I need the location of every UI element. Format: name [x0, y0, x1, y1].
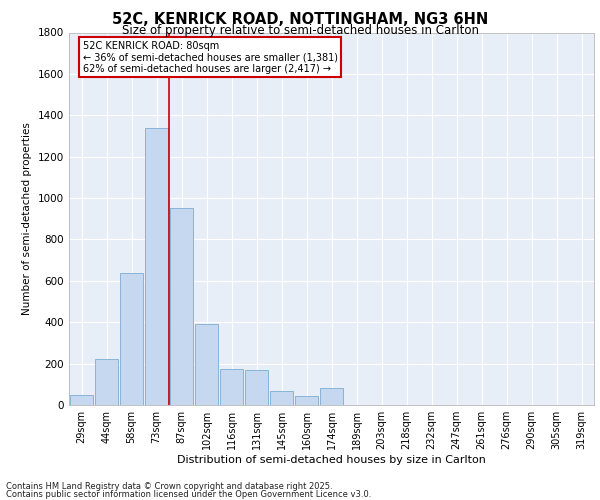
Bar: [170, 208, 193, 405]
Bar: [95, 360, 118, 405]
Y-axis label: Number of semi-detached properties: Number of semi-detached properties: [22, 122, 32, 315]
Bar: [120, 272, 143, 405]
Bar: [70, 394, 93, 405]
Bar: [295, 396, 318, 405]
Bar: [320, 388, 343, 405]
Bar: [220, 369, 243, 405]
Text: Contains HM Land Registry data © Crown copyright and database right 2025.: Contains HM Land Registry data © Crown c…: [6, 482, 332, 491]
Bar: [245, 370, 268, 405]
Text: 52C, KENRICK ROAD, NOTTINGHAM, NG3 6HN: 52C, KENRICK ROAD, NOTTINGHAM, NG3 6HN: [112, 12, 488, 28]
Text: 52C KENRICK ROAD: 80sqm
← 36% of semi-detached houses are smaller (1,381)
62% of: 52C KENRICK ROAD: 80sqm ← 36% of semi-de…: [83, 41, 338, 74]
Text: Size of property relative to semi-detached houses in Carlton: Size of property relative to semi-detach…: [121, 24, 479, 37]
Bar: [270, 390, 293, 405]
Bar: [195, 324, 218, 405]
Bar: [145, 128, 168, 405]
Text: Contains public sector information licensed under the Open Government Licence v3: Contains public sector information licen…: [6, 490, 371, 499]
X-axis label: Distribution of semi-detached houses by size in Carlton: Distribution of semi-detached houses by …: [177, 455, 486, 465]
